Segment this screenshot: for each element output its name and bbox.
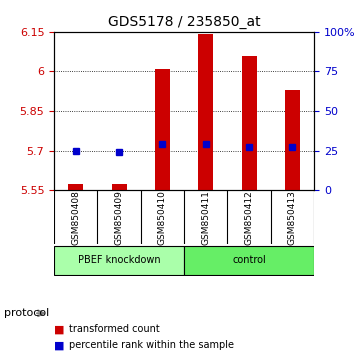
Text: protocol: protocol: [4, 308, 49, 318]
Text: percentile rank within the sample: percentile rank within the sample: [69, 340, 234, 350]
Text: GSM850409: GSM850409: [115, 190, 123, 245]
Text: ■: ■: [54, 324, 65, 334]
Bar: [68, 184, 83, 190]
Text: transformed count: transformed count: [69, 324, 159, 334]
Text: control: control: [232, 255, 266, 265]
Bar: [112, 184, 127, 190]
Bar: [242, 56, 257, 190]
Text: PBEF knockdown: PBEF knockdown: [78, 255, 160, 265]
Text: ■: ■: [54, 340, 65, 350]
Bar: [285, 90, 300, 190]
Text: GSM850411: GSM850411: [201, 190, 210, 245]
Text: GSM850412: GSM850412: [245, 190, 253, 245]
Text: GSM850413: GSM850413: [288, 190, 297, 245]
Bar: [155, 69, 170, 190]
FancyBboxPatch shape: [54, 246, 184, 275]
Bar: [198, 34, 213, 190]
Text: GSM850410: GSM850410: [158, 190, 167, 245]
FancyBboxPatch shape: [184, 246, 314, 275]
Title: GDS5178 / 235850_at: GDS5178 / 235850_at: [108, 16, 260, 29]
Text: GSM850408: GSM850408: [71, 190, 80, 245]
